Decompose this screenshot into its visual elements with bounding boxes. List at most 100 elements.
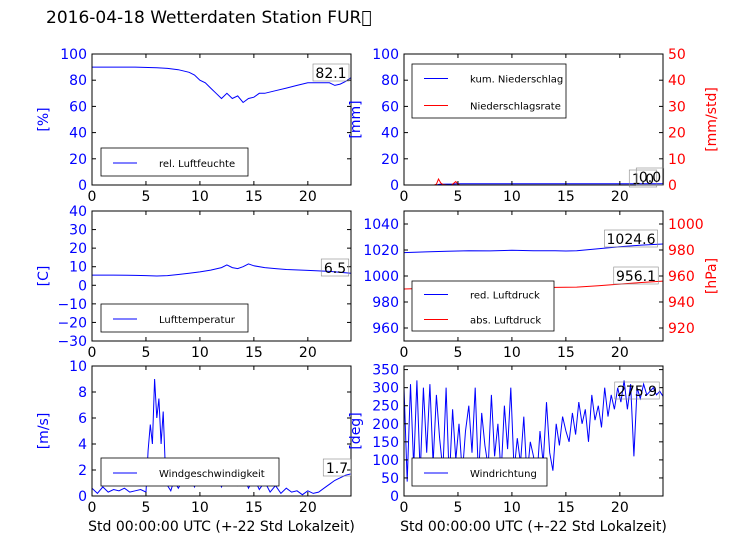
y-tick-label: 40 bbox=[381, 126, 399, 142]
legend-box bbox=[100, 303, 249, 333]
x-tick-label: 5 bbox=[141, 500, 150, 516]
x-tick-label: 10 bbox=[191, 189, 209, 205]
x-tick-label: 0 bbox=[88, 189, 97, 205]
current-value2-label: 956.1 bbox=[616, 269, 656, 285]
y-tick-label: 80 bbox=[381, 73, 399, 89]
x-tick-label: 10 bbox=[191, 500, 209, 516]
legend-label: Niederschlagsrate bbox=[470, 102, 561, 113]
x-tick-label: 10 bbox=[503, 345, 521, 361]
y-tick-label: 150 bbox=[372, 435, 399, 451]
current-value2-box bbox=[635, 167, 665, 186]
y2-axis-label: [mm/std] bbox=[704, 87, 720, 152]
y2-tick-label: 10 bbox=[668, 152, 686, 168]
current-value2-box bbox=[613, 266, 659, 285]
legend-label: rel. Luftfeuchte bbox=[159, 159, 235, 170]
y2-tick-label: 920 bbox=[668, 321, 695, 337]
y-axis-label: [%] bbox=[36, 107, 52, 131]
current-value-box bbox=[628, 169, 658, 188]
chart-pressure: 0 5 10 15 20 960 980 1000 1020 1040 920 940 960 980 10… bbox=[363, 210, 720, 361]
y-tick-label: 960 bbox=[372, 321, 399, 337]
x-axis-label: Std 00:00:00 UTC (+-22 Std Lokalzeit) bbox=[400, 519, 667, 535]
y2-axis-label: [hPa] bbox=[704, 258, 720, 294]
y-tick-label: 80 bbox=[69, 73, 87, 89]
y-tick-label: 20 bbox=[69, 152, 87, 168]
x-tick-label: 15 bbox=[557, 345, 575, 361]
y-tick-label: 350 bbox=[372, 363, 399, 379]
chart-windspeed: 0 5 10 15 20 0 2 4 6 8 10 [m/s] Std 00:00:00 UTC (+-… bbox=[36, 359, 355, 535]
legend-box bbox=[411, 63, 567, 119]
y2-tick-label: 50 bbox=[668, 47, 686, 63]
y-axis-label: [mm] bbox=[348, 100, 364, 138]
x-tick-label: 5 bbox=[453, 500, 462, 516]
x-tick-label: 15 bbox=[245, 345, 263, 361]
y-tick-label: −30 bbox=[57, 334, 87, 350]
y-tick-label: 40 bbox=[69, 204, 87, 220]
y-axis-label: [deg] bbox=[348, 412, 364, 449]
current-value-box bbox=[312, 63, 350, 82]
y2-tick-label: 940 bbox=[668, 295, 695, 311]
x-tick-label: 15 bbox=[245, 189, 263, 205]
y2-tick-label: 20 bbox=[668, 126, 686, 142]
y-tick-label: 50 bbox=[381, 471, 399, 487]
y-tick-label: 1000 bbox=[363, 269, 399, 285]
y-tick-label: −20 bbox=[57, 315, 87, 331]
legend-box bbox=[411, 280, 555, 332]
current-value-label: 1024.6 bbox=[607, 232, 656, 248]
y-tick-label: 20 bbox=[69, 241, 87, 257]
legend-label: Windrichtung bbox=[470, 469, 537, 480]
y-tick-label: 8 bbox=[78, 385, 87, 401]
current-value2-label: 0.0 bbox=[639, 170, 661, 186]
plot-frame bbox=[403, 365, 664, 497]
plot-frame bbox=[403, 53, 664, 186]
x-tick-label: 20 bbox=[611, 345, 629, 361]
current-value-box bbox=[614, 381, 660, 400]
plot-frame bbox=[91, 365, 352, 497]
legend-label: abs. Luftdruck bbox=[470, 316, 541, 327]
y-tick-label: 0 bbox=[390, 489, 399, 505]
legend-label: Lufttemperatur bbox=[159, 315, 236, 326]
y-tick-label: 1020 bbox=[363, 243, 399, 259]
y-axis-label: [C] bbox=[36, 266, 52, 287]
legend: rel. Luftfeuchte bbox=[100, 147, 249, 177]
legend: Windrichtung bbox=[411, 457, 548, 487]
x-tick-label: 0 bbox=[88, 500, 97, 516]
x-tick-label: 10 bbox=[503, 189, 521, 205]
y-tick-label: 980 bbox=[372, 295, 399, 311]
y2-tick-label: 0 bbox=[668, 178, 677, 194]
current-value-box bbox=[322, 458, 352, 477]
plot-frame bbox=[91, 53, 352, 186]
y-tick-label: 100 bbox=[372, 453, 399, 469]
x-tick-label: 20 bbox=[611, 500, 629, 516]
y2-tick-label: 980 bbox=[668, 243, 695, 259]
legend-label: Windgeschwindigkeit bbox=[159, 469, 265, 480]
y-tick-label: 30 bbox=[69, 223, 87, 239]
chart-temperature: 0 5 10 15 20 −30 −20 −10 0 10 20 30 40 [C] Lufttempera… bbox=[36, 204, 352, 361]
y-tick-label: 0 bbox=[78, 278, 87, 294]
y2-tick-label: 960 bbox=[668, 269, 695, 285]
current-value-label: 1.0 bbox=[632, 172, 654, 188]
x-tick-label: 0 bbox=[88, 345, 97, 361]
y-tick-label: 60 bbox=[381, 99, 399, 115]
x-tick-label: 15 bbox=[557, 189, 575, 205]
legend-box bbox=[100, 457, 280, 487]
legend-box bbox=[100, 147, 249, 177]
x-tick-label: 0 bbox=[400, 500, 409, 516]
legend: Windgeschwindigkeit bbox=[100, 457, 280, 487]
y-tick-label: 0 bbox=[78, 178, 87, 194]
x-tick-label: 20 bbox=[299, 500, 317, 516]
x-tick-label: 15 bbox=[557, 500, 575, 516]
y2-tick-label: 40 bbox=[668, 73, 686, 89]
x-tick-label: 15 bbox=[245, 500, 263, 516]
x-tick-label: 5 bbox=[453, 345, 462, 361]
legend: kum. Niederschlag Niederschlagsrate bbox=[411, 63, 567, 119]
current-value-label: 275.9 bbox=[617, 384, 657, 400]
y-tick-label: 200 bbox=[372, 417, 399, 433]
current-value-box bbox=[320, 258, 350, 277]
x-tick-label: 5 bbox=[141, 189, 150, 205]
y-tick-label: 0 bbox=[78, 489, 87, 505]
y-tick-label: −10 bbox=[57, 297, 87, 313]
y2-tick-label: 1000 bbox=[668, 217, 704, 233]
series-line-humidity-0 bbox=[92, 66, 351, 104]
